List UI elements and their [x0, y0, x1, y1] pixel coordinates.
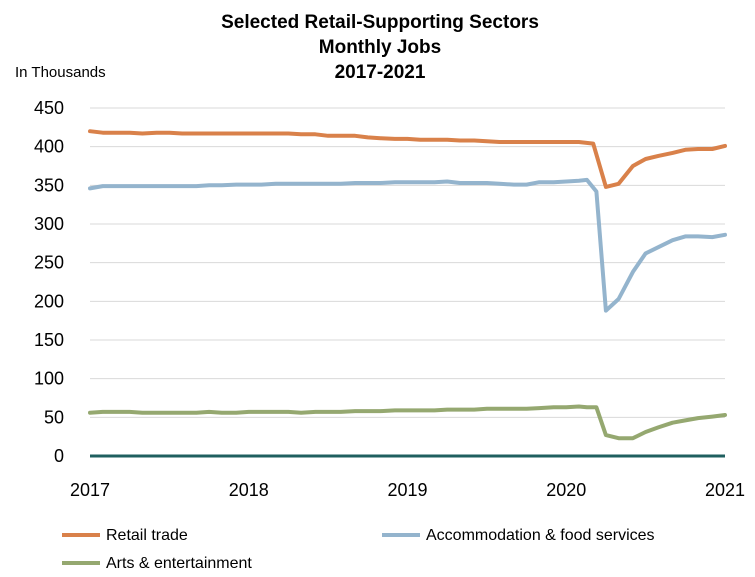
legend-item-arts-entertainment: Arts & entertainment [62, 555, 252, 572]
y-tick-label-50: 50 [44, 407, 64, 427]
legend: Retail trade Accommodation & food service… [62, 527, 655, 572]
y-tick-label-250: 250 [34, 253, 64, 273]
x-tick-label-2018: 2018 [229, 480, 269, 500]
legend-item-accommodation-food-services: Accommodation & food services [382, 527, 655, 544]
series-lines [88, 129, 727, 441]
x-tick-label-2020: 2020 [546, 480, 586, 500]
x-tick-label-2017: 2017 [70, 480, 110, 500]
chart-title-line-2: Monthly Jobs [319, 37, 441, 58]
x-axis-ticks: 2017 2018 2019 2020 2021 [70, 480, 745, 500]
y-tick-label-200: 200 [34, 291, 64, 311]
x-tick-label-2021: 2021 [705, 480, 745, 500]
chart-title-line-1: Selected Retail-Supporting Sectors [221, 12, 539, 33]
series-line-arts-entertainment [88, 404, 727, 441]
gridlines [90, 107, 725, 418]
legend-item-retail-trade: Retail trade [62, 527, 188, 544]
legend-label-arts-entertainment: Arts & entertainment [106, 555, 252, 572]
series-line-accommodation-food-services [88, 177, 727, 313]
y-tick-label-100: 100 [34, 369, 64, 389]
chart-title-line-3: 2017-2021 [335, 62, 426, 83]
y-tick-label-0: 0 [54, 446, 64, 466]
y-tick-label-450: 450 [34, 98, 64, 118]
x-tick-label-2019: 2019 [387, 480, 427, 500]
y-tick-label-350: 350 [34, 175, 64, 195]
series-line-retail-trade [88, 129, 727, 189]
legend-label-accommodation-food-services: Accommodation & food services [426, 527, 655, 544]
chart-title: Selected Retail-Supporting Sectors Month… [221, 12, 539, 83]
y-tick-label-400: 400 [34, 137, 64, 157]
y-tick-label-300: 300 [34, 214, 64, 234]
legend-label-retail-trade: Retail trade [106, 527, 188, 544]
y-axis-ticks: 0 50 100 150 200 250 300 350 400 450 [34, 98, 64, 466]
y-axis-unit-label: In Thousands [15, 64, 106, 81]
y-tick-label-150: 150 [34, 330, 64, 350]
